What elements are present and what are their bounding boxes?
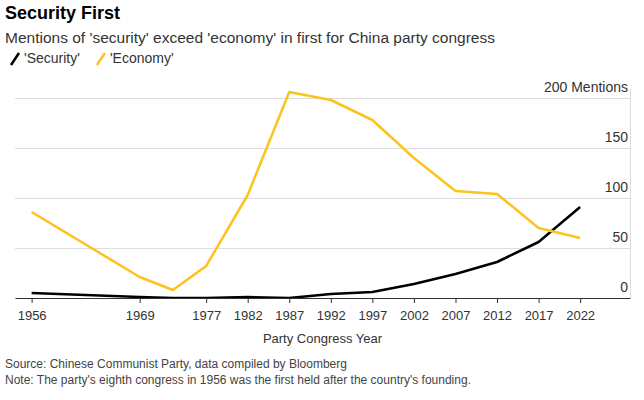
x-tick-mark — [206, 298, 207, 303]
gridline — [15, 248, 630, 249]
y-tick-label: 200 Mentions — [544, 79, 628, 95]
x-tick-label: 1969 — [126, 308, 155, 323]
x-tick-label: 2002 — [400, 308, 429, 323]
line-series — [32, 92, 581, 290]
x-tick: 1992 — [317, 298, 346, 323]
x-tick-mark — [372, 298, 373, 303]
x-axis-title: Party Congress Year — [263, 331, 383, 346]
y-tick-label: 0 — [620, 279, 628, 295]
x-tick-label: 1977 — [192, 308, 221, 323]
y-tick: 50 — [15, 229, 630, 248]
x-tick: 1977 — [192, 298, 221, 323]
x-tick-mark — [331, 298, 332, 303]
x-tick-mark — [414, 298, 415, 303]
x-tick-mark — [248, 298, 249, 303]
y-axis: 0 50 100 150 200 Mentions — [15, 79, 631, 298]
x-tick-label: 2017 — [525, 308, 554, 323]
legend: 'Security' 'Economy' — [11, 50, 174, 66]
gridline — [15, 298, 630, 299]
title: Security First — [5, 3, 120, 23]
x-tick-mark — [289, 298, 290, 303]
x-tick-mark — [539, 298, 540, 303]
legend-label: 'Economy' — [110, 50, 174, 66]
x-axis: 1956 1969 1977 1982 1987 1992 1997 2002 2007 2012… — [16, 298, 631, 323]
y-tick: 200 Mentions — [15, 79, 630, 98]
y-tick-label: 100 — [605, 179, 629, 195]
x-tick-label: 1987 — [275, 308, 304, 323]
legend-symbol — [11, 53, 19, 65]
chart: Security First Mentions of 'security' exc… — [0, 0, 644, 400]
x-tick-mark — [32, 298, 33, 303]
x-tick-mark — [580, 298, 581, 303]
x-tick: 1969 — [126, 298, 155, 323]
x-tick: 2012 — [483, 298, 512, 323]
gridline — [15, 148, 630, 149]
y-tick: 100 — [15, 179, 630, 198]
y-axis-line — [630, 89, 631, 299]
x-tick: 1987 — [275, 298, 304, 323]
source: Source: Chinese Communist Party, data co… — [5, 357, 347, 371]
y-tick-label: 150 — [605, 129, 629, 145]
x-tick-mark — [455, 298, 456, 303]
x-tick: 1956 — [18, 298, 47, 323]
x-tick-label: 2007 — [442, 308, 471, 323]
x-tick-label: 1956 — [18, 308, 47, 323]
x-tick-label: 1997 — [358, 308, 387, 323]
y-tick-label: 50 — [612, 229, 628, 245]
x-axis-line — [16, 298, 631, 299]
x-tick: 2017 — [525, 298, 554, 323]
x-tick: 2022 — [566, 298, 595, 323]
y-tick: 150 — [15, 129, 630, 148]
subtitle: Mentions of 'security' exceed 'economy' … — [5, 29, 495, 46]
x-tick-label: 2012 — [483, 308, 512, 323]
legend-label: 'Security' — [24, 50, 80, 66]
x-tick-mark — [497, 298, 498, 303]
x-tick-label: 1992 — [317, 308, 346, 323]
x-tick-mark — [140, 298, 141, 303]
x-tick-label: 1982 — [234, 308, 263, 323]
x-tick: 2002 — [400, 298, 429, 323]
legend-symbol — [97, 53, 105, 65]
x-tick-label: 2022 — [566, 308, 595, 323]
gridline — [15, 198, 630, 199]
note: Note: The party's eighth congress in 195… — [5, 373, 471, 387]
line-series — [32, 207, 581, 298]
x-tick: 1997 — [358, 298, 387, 323]
plot-area — [32, 92, 581, 298]
x-tick: 2007 — [442, 298, 471, 323]
x-tick: 1982 — [234, 298, 263, 323]
